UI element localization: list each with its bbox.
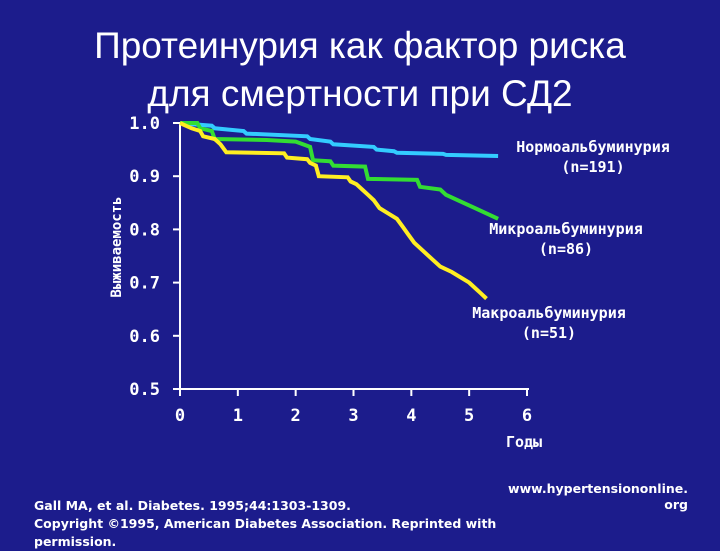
- y-tick-label: 0.7: [129, 274, 160, 294]
- x-tick-label: 0: [175, 406, 185, 426]
- series-label-1: Нормоальбуминурия: [516, 138, 670, 156]
- citation-line-1: Gall MA, et al. Diabetes. 1995;44:1303-1…: [34, 498, 351, 513]
- y-axis-label: Выживаемость: [109, 196, 125, 297]
- website-line-2: org: [664, 497, 688, 512]
- citation: Gall MA, et al. Diabetes. 1995;44:1303-1…: [34, 497, 694, 551]
- website-credit: www.hypertensiononline. org: [508, 481, 688, 513]
- x-tick-label: 2: [291, 406, 301, 426]
- y-tick-label: 0.9: [129, 167, 160, 187]
- y-tick-label: 0.6: [129, 327, 160, 347]
- title-line-1: Протеинурия как фактор риска: [94, 25, 626, 66]
- series-label-2: (n=86): [539, 240, 593, 258]
- citation-line-3: permission.: [34, 534, 117, 549]
- slide-title: Протеинурия как фактор риска для смертно…: [0, 22, 720, 118]
- series-label-1: (n=191): [561, 158, 624, 176]
- series-line-2: [180, 121, 499, 221]
- citation-line-2: Copyright ©1995, American Diabetes Assoc…: [34, 516, 497, 531]
- y-tick-label: 0.5: [129, 380, 160, 400]
- y-tick-label: 1.0: [129, 114, 160, 134]
- series-label-2: Микроальбуминурия: [489, 220, 643, 238]
- x-tick-label: 1: [233, 406, 243, 426]
- x-tick-label: 5: [464, 406, 474, 426]
- series-label-3: (n=51): [522, 324, 576, 342]
- title-line-2: для смертности при СД2: [147, 73, 573, 114]
- series-label-3: Макроальбуминурия: [472, 304, 626, 322]
- x-tick-label: 6: [522, 406, 532, 426]
- series-line-1: [180, 121, 499, 158]
- series-line-3: [179, 121, 488, 301]
- x-axis-label: Годы: [506, 433, 542, 451]
- website-line-1: www.hypertensiononline.: [508, 481, 688, 496]
- x-tick-label: 3: [348, 406, 358, 426]
- x-tick-label: 4: [406, 406, 416, 426]
- y-tick-label: 0.8: [129, 220, 160, 240]
